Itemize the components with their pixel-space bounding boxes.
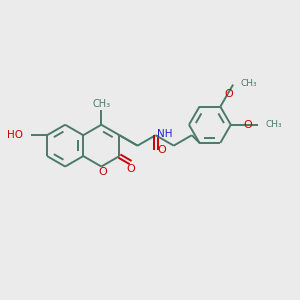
- Text: CH₃: CH₃: [265, 120, 282, 129]
- Text: CH₃: CH₃: [240, 79, 257, 88]
- Text: NH: NH: [158, 129, 173, 139]
- Text: CH₃: CH₃: [92, 99, 110, 109]
- Text: O: O: [127, 164, 136, 174]
- Text: O: O: [243, 120, 252, 130]
- Text: HO: HO: [7, 130, 23, 140]
- Text: O: O: [98, 167, 107, 177]
- Text: O: O: [157, 145, 166, 155]
- Text: O: O: [225, 88, 233, 99]
